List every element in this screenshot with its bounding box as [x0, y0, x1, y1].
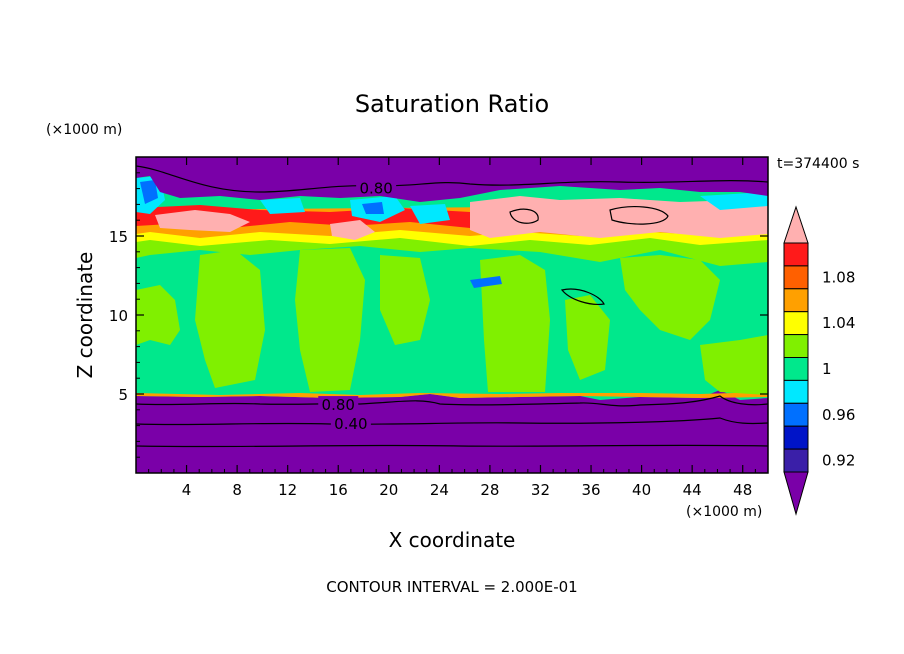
x-tick-label: 8: [232, 481, 242, 499]
y-axis: 5 10 15: [109, 172, 768, 458]
colorbar-box: [783, 265, 809, 290]
x-tick-label: 28: [480, 481, 499, 499]
field-blue-spots: [140, 180, 502, 288]
colorbar-box: [783, 242, 809, 267]
x-tick-label: 16: [329, 481, 348, 499]
plot-area: 0.800.800.40: [136, 157, 768, 473]
x-tick-label: 4: [182, 481, 192, 499]
contour-label-bg: [330, 415, 371, 432]
field-lower-dry: [136, 390, 768, 473]
colorbar-box: [783, 288, 809, 313]
colorbar-label: 0.96: [822, 406, 855, 424]
colorbar-label: 1.04: [822, 314, 855, 332]
colorbar-box: [783, 425, 809, 450]
y-tick-label: 5: [118, 386, 128, 404]
contour-label-layer: 0.800.800.40: [318, 179, 397, 433]
x-tick-label: 44: [683, 481, 702, 499]
x-tick-label: 40: [632, 481, 651, 499]
contour-label-bg: [318, 396, 359, 413]
y-tick-label: 10: [109, 307, 128, 325]
contour-label: 0.40: [334, 415, 367, 433]
contour-lines: [136, 165, 768, 448]
x-tick-label: 48: [733, 481, 752, 499]
y-unit-label: (×1000 m): [46, 122, 122, 138]
colorbar-lower-extension: [783, 471, 809, 516]
colorbar-label: 0.92: [822, 452, 855, 470]
contour-label-bg: [356, 179, 397, 196]
colorbar-label: 1.08: [822, 268, 855, 286]
contour-label: 0.80: [322, 396, 355, 414]
colorbar-box: [783, 379, 809, 404]
x-tick-label: 12: [278, 481, 297, 499]
colorbar-box: [783, 334, 809, 359]
y-tick-label: 15: [109, 228, 128, 246]
y-axis-title: Z coordinate: [73, 252, 97, 379]
colorbar-upper-extension: [783, 205, 809, 244]
x-axis: 4 8 12 16 20 24 28 32 36 40 44 48: [148, 157, 756, 499]
colorbar-box: [783, 357, 809, 381]
field-pink-patches: [155, 196, 768, 240]
colorbar-box: [783, 448, 809, 473]
contour-interval-footer: CONTOUR INTERVAL = 2.000E-01: [326, 578, 577, 596]
x-tick-label: 36: [581, 481, 600, 499]
contour-label: 0.80: [359, 180, 392, 198]
x-tick-label: 20: [379, 481, 398, 499]
field-base-band: [136, 392, 768, 398]
x-tick-label: 24: [430, 481, 449, 499]
x-unit-label: (×1000 m): [686, 504, 762, 520]
x-tick-label: 32: [531, 481, 550, 499]
time-label: t=374400 s: [777, 156, 859, 172]
colorbar-box: [783, 311, 809, 336]
colorbar-box: [783, 402, 809, 427]
colorbar: 1.08 1.04 1 0.96 0.92: [783, 205, 855, 516]
colorbar-label: 1: [822, 360, 832, 378]
x-axis-title: X coordinate: [389, 528, 516, 552]
chart-title: Saturation Ratio: [355, 90, 549, 118]
